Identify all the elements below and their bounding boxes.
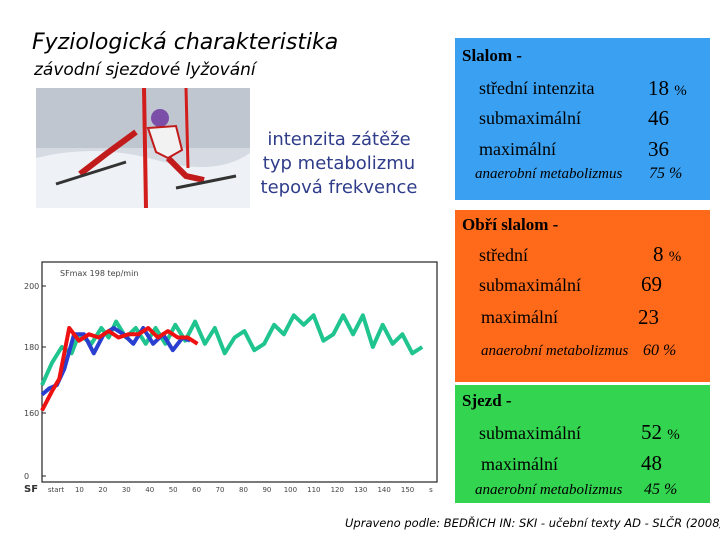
slalom-row-label: maximální — [479, 139, 556, 159]
chart-x-tick-label: 10 — [75, 486, 84, 494]
chart-x-tick-label: 90 — [262, 486, 271, 494]
giant-slalom-row-label: střední — [479, 245, 528, 265]
heart-rate-chart: 200 180 160 0 start 10 20 30 40 50 60 70 80 90 100 110 1… — [22, 258, 446, 502]
chart-x-tick-label: 140 — [377, 486, 390, 494]
downhill-row-label: maximální — [481, 454, 558, 474]
chart-series-line — [40, 326, 199, 412]
giant-slalom-anaerobic-value: 60 % — [643, 342, 677, 359]
source-caption: Upraveno podle: BEDŘICH IN: SKI - učební… — [345, 516, 720, 530]
slalom-row-value: 18 % — [648, 76, 687, 100]
chart-x-tick-label: s — [429, 486, 433, 494]
intensity-line: tepová frekvence — [260, 177, 418, 198]
chart-x-tick-label: start — [48, 486, 65, 494]
giant-slalom-anaerobic-label: anaerobní metabolizmus — [481, 343, 629, 359]
giant-slalom-row-label: maximální — [481, 307, 558, 327]
intensity-line: intenzita zátěže — [267, 129, 411, 150]
slalom-heading: Slalom - — [462, 46, 522, 65]
chart-x-tick-label: 110 — [307, 486, 320, 494]
chart-x-tick-label: 150 — [401, 486, 414, 494]
downhill-box: Sjezd - submaximální 52 % maximální 48 a… — [455, 385, 710, 503]
slalom-anaerobic-value: 75 % — [649, 165, 683, 182]
slalom-row-value: 46 — [648, 106, 669, 130]
slalom-row-label: submaximální — [479, 108, 581, 128]
slalom-row-value: 36 — [648, 137, 669, 161]
downhill-row-value: 52 % — [641, 420, 680, 444]
downhill-row-label: submaximální — [479, 423, 581, 443]
chart-x-tick-label: 120 — [331, 486, 344, 494]
downhill-anaerobic-value: 45 % — [644, 481, 678, 498]
chart-x-tick-label: 80 — [239, 486, 248, 494]
chart-x-tick-label: 60 — [192, 486, 201, 494]
slide-title: Fyziologická charakteristika — [32, 30, 339, 55]
chart-x-tick-label: 40 — [145, 486, 154, 494]
downhill-heading: Sjezd - — [462, 391, 512, 410]
downhill-anaerobic-label: anaerobní metabolizmus — [475, 482, 623, 498]
slalom-box: Slalom - střední intenzita 18 % submaxim… — [455, 38, 710, 200]
chart-frame — [41, 261, 438, 483]
giant-slalom-row-value: 23 — [638, 305, 659, 329]
downhill-row-value: 48 — [641, 451, 662, 475]
intensity-list: intenzita zátěže typ metabolizmu tepová … — [248, 128, 430, 200]
giant-slalom-row-label: submaximální — [479, 275, 581, 295]
chart-x-tick-label: 130 — [354, 486, 367, 494]
chart-y-tick-label: 160 — [24, 409, 39, 418]
giant-slalom-row-value: 8 % — [653, 242, 682, 266]
giant-slalom-row-value: 69 — [641, 272, 662, 296]
chart-x-tick-label: 30 — [122, 486, 131, 494]
chart-x-tick-label: 100 — [284, 486, 297, 494]
slalom-anaerobic-label: anaerobní metabolizmus — [475, 166, 623, 182]
slide-subtitle: závodní sjezdové lyžování — [34, 60, 256, 80]
intensity-line: typ metabolizmu — [262, 153, 416, 174]
chart-y-tick-label: 200 — [24, 282, 39, 291]
chart-y-tick-label: 180 — [24, 343, 39, 352]
chart-x-tick-label: 20 — [98, 486, 107, 494]
chart-y-tick-label: 0 — [24, 472, 29, 481]
chart-legend-text: SFmax 198 tep/min — [60, 269, 138, 278]
giant-slalom-heading: Obří slalom - — [462, 215, 559, 234]
chart-x-tick-label: 70 — [216, 486, 225, 494]
skier-photo — [36, 88, 250, 208]
chart-x-tick-label: 50 — [169, 486, 178, 494]
slalom-row-label: střední intenzita — [479, 78, 595, 98]
chart-y-axis-label: SF — [24, 484, 38, 495]
giant-slalom-box: Obří slalom - střední 8 % submaximální 6… — [455, 210, 710, 382]
